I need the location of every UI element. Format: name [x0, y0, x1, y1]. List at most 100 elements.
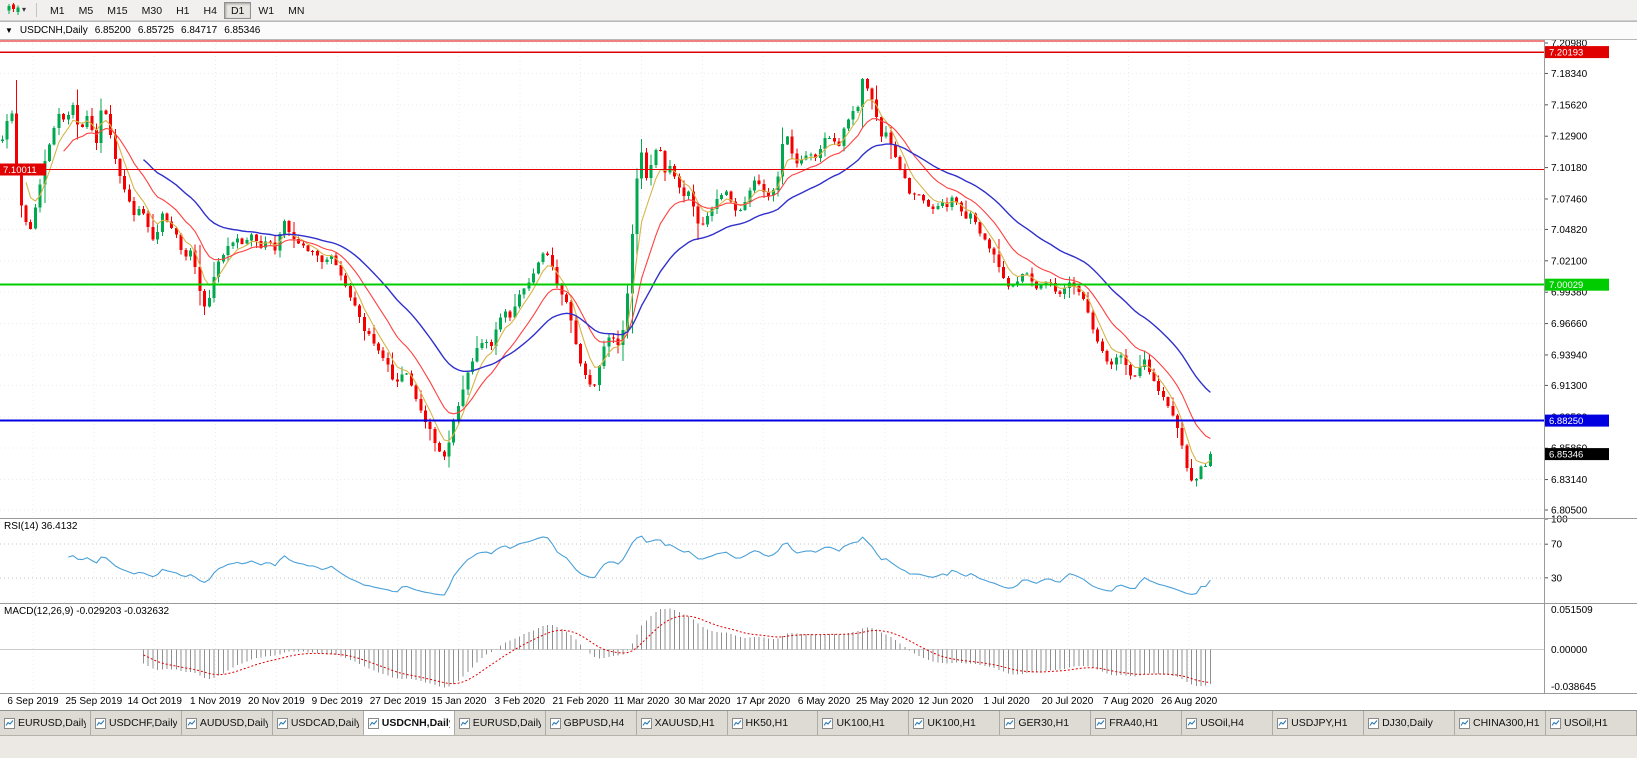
date-label: 30 Mar 2020	[674, 696, 731, 707]
chart-tab-icon	[640, 717, 652, 729]
timeframe-button-h1[interactable]: H1	[169, 2, 196, 19]
level-badge-current-price	[1545, 448, 1609, 461]
chart-tab-label: USOil,H4	[1200, 717, 1244, 729]
levels-layer	[0, 40, 1544, 422]
chart-tab-label: HK50,H1	[745, 717, 789, 729]
svg-text:6.91300: 6.91300	[1551, 381, 1588, 392]
svg-text:6.93940: 6.93940	[1551, 350, 1588, 361]
chart-tab-uk100-h1[interactable]: UK100,H1	[818, 711, 910, 735]
timeframe-buttons: M1 M5 M15 M30 H1 H4 D1 W1 MN	[43, 1, 311, 20]
chart-tab-xauusd-h1[interactable]: XAUUSD,H1	[636, 711, 728, 735]
chart-tab-usdchf-daily[interactable]: USDCHF,Daily	[90, 711, 182, 735]
svg-text:6.96660: 6.96660	[1551, 319, 1588, 330]
svg-text:7.20980: 7.20980	[1551, 40, 1588, 50]
macd-panel: 0.051509 0.00000 -0.038645	[0, 605, 1596, 693]
chart-tab-icon	[367, 717, 379, 729]
close-value: 6.85346	[224, 25, 261, 36]
svg-text:7.02100: 7.02100	[1551, 256, 1588, 267]
chart-tab-eurusd-daily[interactable]: EURUSD,Daily	[0, 711, 91, 735]
date-label: 1 Jul 2020	[983, 696, 1030, 707]
chart-tab-label: USDCAD,Daily	[290, 717, 359, 729]
date-label: 6 May 2020	[797, 696, 851, 707]
timeframe-button-m1[interactable]: M1	[43, 2, 72, 19]
chart-tab-eurusd-daily[interactable]: EURUSD,Daily	[454, 711, 546, 735]
chart-tab-usoil-h1[interactable]: USOil,H1	[1545, 711, 1637, 735]
date-label: 17 Apr 2020	[736, 696, 791, 707]
svg-text:7.10011: 7.10011	[3, 165, 37, 176]
svg-text:0.00000: 0.00000	[1551, 645, 1588, 656]
chart-tab-fra40-h1[interactable]: FRA40,H1	[1091, 711, 1183, 735]
chart-tab-icon	[822, 717, 834, 729]
date-label: 3 Feb 2020	[494, 696, 546, 707]
svg-text:6.99380: 6.99380	[1551, 288, 1588, 299]
date-label: 15 Jan 2020	[431, 696, 487, 707]
svg-text:-0.038645: -0.038645	[1551, 682, 1596, 693]
chart-tab-icon	[549, 717, 561, 729]
chart-tab-audusd-daily[interactable]: AUDUSD,Daily	[181, 711, 273, 735]
chart-tab-icon	[731, 717, 743, 729]
chart-tab-icon	[913, 717, 925, 729]
timeframe-button-d1[interactable]: D1	[223, 2, 252, 20]
svg-text:30: 30	[1551, 573, 1563, 584]
chart-tab-hk50-h1[interactable]: HK50,H1	[727, 711, 819, 735]
open-value: 6.85200	[94, 25, 131, 36]
chart-tab-label: USDJPY,H1	[1291, 717, 1348, 729]
axis-badges: 7.20193 7.10011 7.00029 6.88250 6.85346	[0, 46, 1609, 461]
svg-text:7.20193: 7.20193	[1549, 48, 1583, 59]
grid-layer	[0, 40, 1544, 693]
chart-tab-usdcad-daily[interactable]: USDCAD,Daily	[272, 711, 364, 735]
chart-tab-label: UK100,H1	[927, 717, 976, 729]
chart-tab-label: GER30,H1	[1018, 717, 1070, 729]
low-value: 6.84717	[181, 25, 218, 36]
chart-tab-ger30-h1[interactable]: GER30,H1	[1000, 711, 1092, 735]
chart-tab-icon	[276, 717, 288, 729]
chart-tab-dj30-daily[interactable]: DJ30,Daily	[1364, 711, 1455, 735]
level-badge-7-00029	[1545, 278, 1609, 291]
chart-tab-bar: EURUSD,Daily USDCHF,Daily AUDUSD,Daily USDC…	[0, 710, 1637, 735]
timeframe-button-m5[interactable]: M5	[72, 2, 101, 19]
svg-text:0.051509: 0.051509	[1551, 605, 1593, 616]
level-badge-7-10011	[0, 163, 46, 176]
collapse-chart-icon[interactable]: ▼	[5, 26, 13, 35]
chart-tab-gbpusd-h4[interactable]: GBPUSD,H4	[545, 711, 637, 735]
chart-tab-label: EURUSD,Daily	[18, 717, 86, 729]
date-label: 27 Dec 2019	[369, 696, 427, 707]
moving-average-13	[63, 118, 1211, 439]
chart-tab-usdcnh-daily[interactable]: USDCNH,Daily	[363, 711, 455, 735]
date-label: 21 Feb 2020	[552, 696, 609, 707]
level-badge-7-20193	[1545, 46, 1609, 59]
chart-tab-icon	[94, 717, 106, 729]
svg-text:7.07460: 7.07460	[1551, 194, 1588, 205]
chart-tab-label: XAUUSD,H1	[654, 717, 715, 729]
chart-tab-icon	[4, 717, 15, 729]
chart-area[interactable]: 7.20980 7.18340 7.15620 7.12900 7.10180 7.074…	[0, 40, 1637, 693]
chart-tab-usdjpy-h1[interactable]: USDJPY,H1	[1273, 711, 1365, 735]
chart-tab-label: GBPUSD,H4	[563, 717, 625, 729]
chart-tab-icon	[1459, 717, 1470, 729]
chart-tab-icon	[458, 717, 470, 729]
candlestick-chart-icon	[7, 2, 20, 18]
timeframe-button-m30[interactable]: M30	[135, 2, 169, 19]
chart-tab-china300-h1[interactable]: CHINA300,H1	[1455, 711, 1546, 735]
date-label: 25 Sep 2019	[65, 696, 123, 707]
chart-tab-label: EURUSD,Daily	[472, 717, 541, 729]
chart-tab-usoil-h4[interactable]: USOil,H4	[1182, 711, 1274, 735]
level-badge-6-88250	[1545, 414, 1609, 427]
svg-text:7.15620: 7.15620	[1551, 100, 1588, 111]
high-value: 6.85725	[137, 25, 175, 36]
chart-tab-uk100-h1[interactable]: UK100,H1	[909, 711, 1001, 735]
chart-tab-icon	[1186, 717, 1198, 729]
date-label: 25 May 2020	[855, 696, 914, 707]
timeframe-button-m15[interactable]: M15	[100, 2, 134, 19]
chart-tab-label: USDCHF,Daily	[108, 717, 177, 729]
timeframe-button-mn[interactable]: MN	[281, 2, 311, 19]
chart-tab-icon	[1368, 717, 1380, 729]
svg-text:6.88250: 6.88250	[1549, 416, 1583, 427]
chart-ohlc-bar: ▼ USDCNH,Daily 6.85200 6.85725 6.84717 6…	[0, 21, 1637, 40]
timeframe-button-h4[interactable]: H4	[197, 2, 224, 19]
price-chart[interactable]: 7.20980 7.18340 7.15620 7.12900 7.10180 7.074…	[0, 40, 1637, 693]
timeframe-button-w1[interactable]: W1	[251, 2, 281, 19]
date-label: 20 Nov 2019	[248, 696, 305, 707]
date-label: 12 Jun 2020	[918, 696, 974, 707]
chart-type-dropdown[interactable]: ▾	[3, 2, 30, 19]
